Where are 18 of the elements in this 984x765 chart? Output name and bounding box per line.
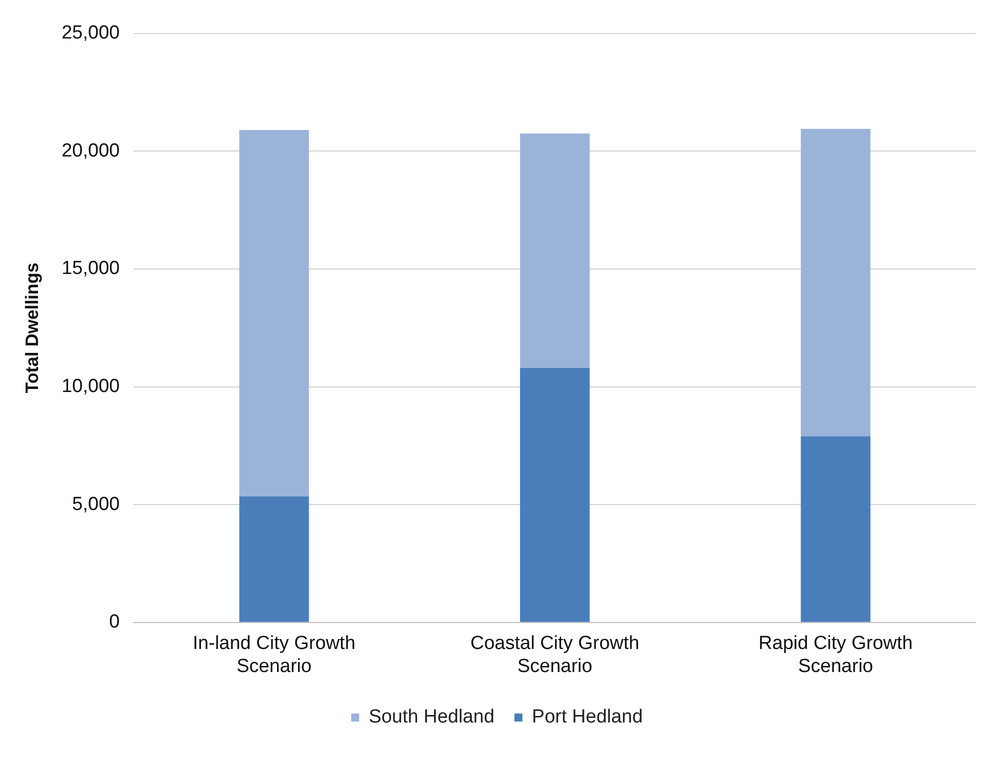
y-tick-label: 15,000 bbox=[62, 258, 120, 280]
y-tick-label: 20,000 bbox=[62, 140, 120, 162]
y-tick-label: 0 bbox=[109, 612, 120, 633]
bar bbox=[239, 496, 309, 622]
bar bbox=[239, 130, 309, 496]
x-tick-label: In-land City Growth Scenario bbox=[192, 633, 356, 677]
x-tick-label: Coastal City Growth Scenario bbox=[470, 633, 640, 677]
bar bbox=[520, 134, 590, 368]
legend-label: South Hedland bbox=[368, 706, 494, 728]
bar bbox=[520, 368, 590, 622]
y-tick-label: 10,000 bbox=[62, 376, 120, 398]
x-tick-label: Rapid City Growth Scenario bbox=[758, 633, 913, 677]
bar bbox=[800, 436, 870, 622]
y-tick-label: 5,000 bbox=[72, 494, 120, 515]
bar bbox=[800, 128, 870, 436]
legend-label: Port Hedland bbox=[532, 706, 643, 728]
y-axis-title: Total Dwellings bbox=[22, 262, 42, 394]
y-tick-label: 25,000 bbox=[62, 22, 120, 44]
